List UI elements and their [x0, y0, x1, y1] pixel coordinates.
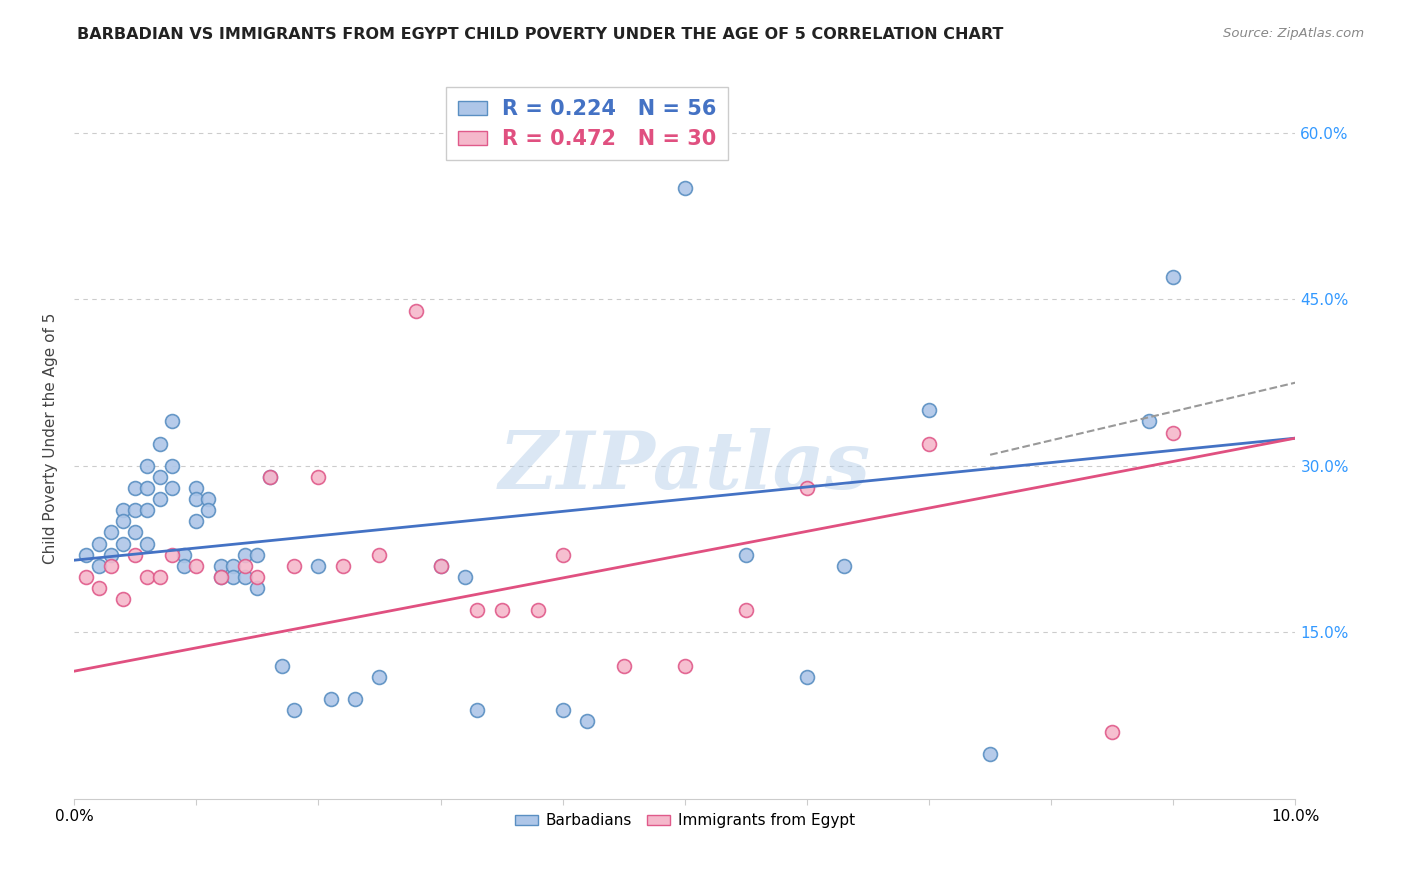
Point: [233, 570, 256, 584]
Point: [111, 592, 134, 607]
Point: [673, 658, 696, 673]
Point: [1163, 270, 1185, 285]
Point: [796, 481, 818, 495]
Point: [307, 470, 329, 484]
Point: [186, 481, 208, 495]
Point: [283, 558, 305, 573]
Text: ZIPatlas: ZIPatlas: [499, 428, 870, 506]
Point: [186, 558, 208, 573]
Point: [343, 692, 366, 706]
Point: [160, 415, 183, 429]
Point: [197, 503, 219, 517]
Point: [209, 558, 232, 573]
Point: [491, 603, 513, 617]
Point: [149, 492, 172, 507]
Point: [796, 670, 818, 684]
Point: [246, 581, 269, 595]
Point: [75, 548, 97, 562]
Point: [136, 503, 159, 517]
Point: [209, 570, 232, 584]
Point: [160, 458, 183, 473]
Point: [1137, 415, 1160, 429]
Point: [149, 470, 172, 484]
Point: [186, 514, 208, 528]
Point: [576, 714, 599, 728]
Point: [613, 658, 636, 673]
Point: [233, 548, 256, 562]
Point: [173, 548, 195, 562]
Point: [87, 536, 110, 550]
Point: [405, 303, 427, 318]
Point: [918, 403, 941, 417]
Text: Source: ZipAtlas.com: Source: ZipAtlas.com: [1223, 27, 1364, 40]
Point: [307, 558, 329, 573]
Point: [186, 492, 208, 507]
Point: [222, 558, 245, 573]
Point: [136, 481, 159, 495]
Point: [832, 558, 855, 573]
Point: [87, 558, 110, 573]
Point: [124, 481, 146, 495]
Point: [465, 603, 488, 617]
Point: [111, 536, 134, 550]
Point: [259, 470, 281, 484]
Y-axis label: Child Poverty Under the Age of 5: Child Poverty Under the Age of 5: [44, 312, 58, 564]
Point: [100, 558, 122, 573]
Point: [270, 658, 292, 673]
Point: [160, 481, 183, 495]
Point: [332, 558, 354, 573]
Legend: Barbadians, Immigrants from Egypt: Barbadians, Immigrants from Egypt: [509, 807, 860, 835]
Point: [209, 570, 232, 584]
Point: [222, 570, 245, 584]
Point: [1163, 425, 1185, 440]
Point: [233, 558, 256, 573]
Point: [527, 603, 550, 617]
Point: [734, 603, 756, 617]
Text: BARBADIAN VS IMMIGRANTS FROM EGYPT CHILD POVERTY UNDER THE AGE OF 5 CORRELATION : BARBADIAN VS IMMIGRANTS FROM EGYPT CHILD…: [77, 27, 1004, 42]
Point: [319, 692, 342, 706]
Point: [136, 536, 159, 550]
Point: [124, 548, 146, 562]
Point: [918, 436, 941, 450]
Point: [551, 548, 574, 562]
Point: [111, 503, 134, 517]
Point: [551, 703, 574, 717]
Point: [100, 548, 122, 562]
Point: [149, 570, 172, 584]
Point: [673, 181, 696, 195]
Point: [1101, 725, 1123, 739]
Point: [111, 514, 134, 528]
Point: [75, 570, 97, 584]
Point: [979, 747, 1001, 762]
Point: [368, 670, 391, 684]
Point: [734, 548, 756, 562]
Point: [197, 492, 219, 507]
Point: [136, 458, 159, 473]
Point: [429, 558, 451, 573]
Point: [246, 570, 269, 584]
Point: [149, 436, 172, 450]
Point: [173, 558, 195, 573]
Point: [368, 548, 391, 562]
Point: [124, 525, 146, 540]
Point: [87, 581, 110, 595]
Point: [283, 703, 305, 717]
Point: [100, 525, 122, 540]
Point: [124, 503, 146, 517]
Point: [160, 548, 183, 562]
Point: [429, 558, 451, 573]
Point: [259, 470, 281, 484]
Point: [246, 548, 269, 562]
Point: [454, 570, 477, 584]
Point: [136, 570, 159, 584]
Point: [465, 703, 488, 717]
